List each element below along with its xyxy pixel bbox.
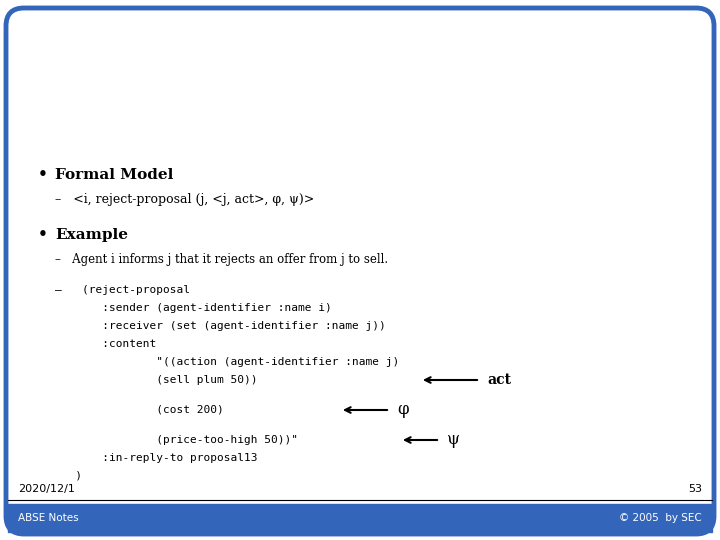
Text: (cost 200): (cost 200) <box>55 405 224 415</box>
Text: 53: 53 <box>688 484 702 494</box>
Text: © 2005  by SEC: © 2005 by SEC <box>619 513 702 523</box>
Text: •: • <box>38 167 48 183</box>
Text: Example: Example <box>55 228 128 242</box>
Text: (price-too-high 50))": (price-too-high 50))" <box>55 435 298 445</box>
Text: φ: φ <box>397 402 409 418</box>
Text: :receiver (set (agent-identifier :name j)): :receiver (set (agent-identifier :name j… <box>55 321 386 331</box>
Text: –   (reject-proposal: – (reject-proposal <box>55 285 190 295</box>
Text: –   <i, reject-proposal (j, <j, act>, φ, ψ)>: – <i, reject-proposal (j, <j, act>, φ, ψ… <box>55 193 314 206</box>
Text: ABSE Notes: ABSE Notes <box>18 513 78 523</box>
Text: ): ) <box>55 471 82 481</box>
Text: "((action (agent-identifier :name j): "((action (agent-identifier :name j) <box>55 357 400 367</box>
Text: act: act <box>487 373 511 387</box>
Text: (sell plum 50)): (sell plum 50)) <box>55 375 258 385</box>
FancyBboxPatch shape <box>6 8 714 534</box>
Bar <box>8 504 712 532</box>
Text: 2020/12/1: 2020/12/1 <box>18 484 75 494</box>
Text: :content: :content <box>55 339 156 349</box>
Text: •: • <box>38 227 48 242</box>
Text: ψ: ψ <box>447 431 460 449</box>
Text: –   Agent i informs j that it rejects an offer from j to sell.: – Agent i informs j that it rejects an o… <box>55 253 388 267</box>
Text: :sender (agent-identifier :name i): :sender (agent-identifier :name i) <box>55 303 332 313</box>
Text: :in-reply-to proposal13: :in-reply-to proposal13 <box>55 453 258 463</box>
Text: Formal Model: Formal Model <box>55 168 174 182</box>
